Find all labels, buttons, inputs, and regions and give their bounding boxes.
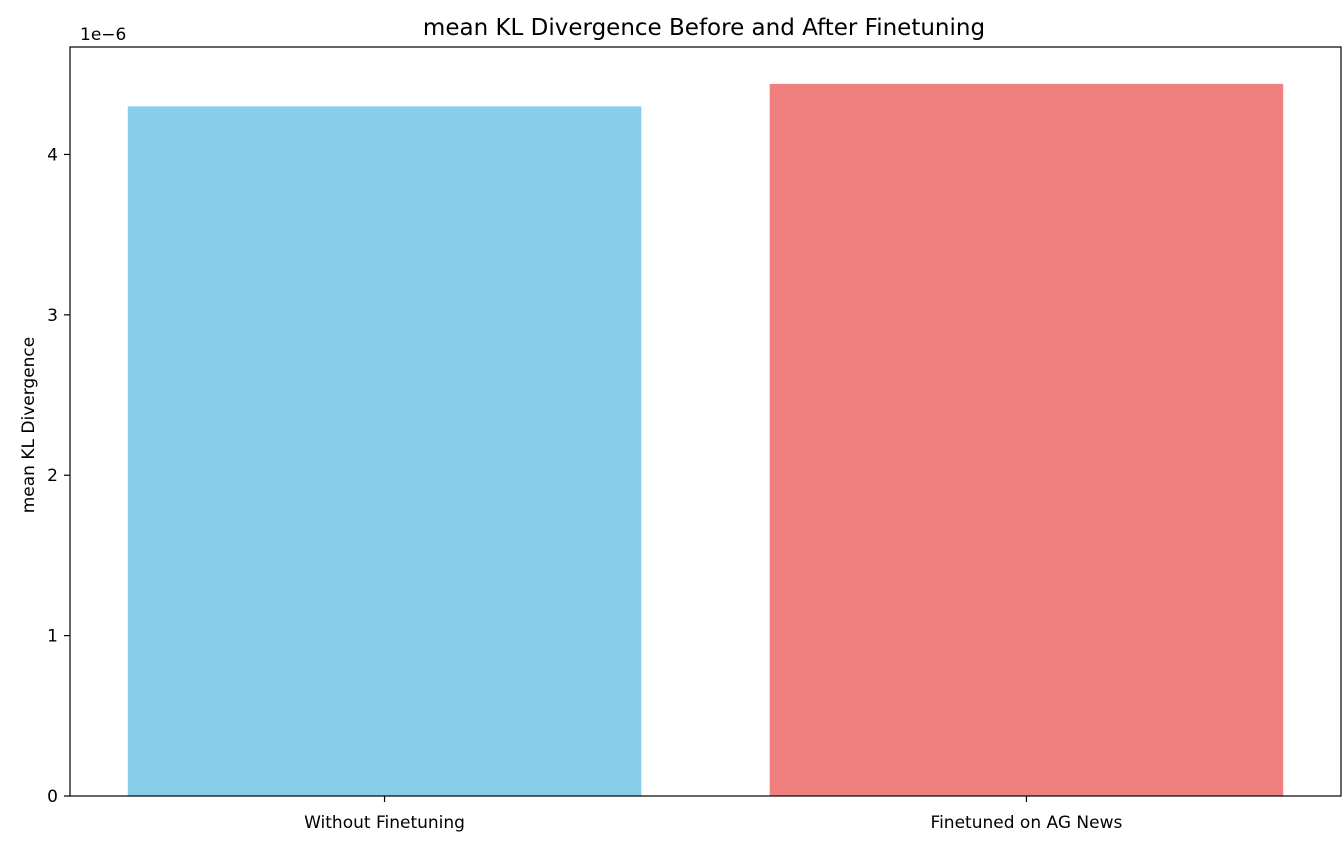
y-tick-label: 2 <box>47 466 58 486</box>
bars-group <box>127 83 1284 797</box>
bar-without-finetuning <box>127 106 642 797</box>
x-tick-label: Finetuned on AG News <box>931 813 1123 833</box>
plot-frame <box>69 46 1342 797</box>
y-tick-label: 0 <box>47 787 58 807</box>
y-tick-label: 1 <box>47 627 58 647</box>
y-tick-label: 4 <box>47 145 58 165</box>
x-tick-label: Without Finetuning <box>304 813 465 833</box>
y-tick-label: 3 <box>47 306 58 326</box>
bar-finetuned-on-ag-news <box>769 83 1284 796</box>
y-axis-offset-label: 1e−6 <box>80 25 126 45</box>
x-ticks-group: Without Finetuning Finetuned on AG News <box>304 796 1122 833</box>
y-axis-label: mean KL Divergence <box>19 337 39 514</box>
chart-title: mean KL Divergence Before and After Fine… <box>423 15 985 41</box>
y-ticks-group: 0 1 2 3 4 <box>47 145 70 807</box>
